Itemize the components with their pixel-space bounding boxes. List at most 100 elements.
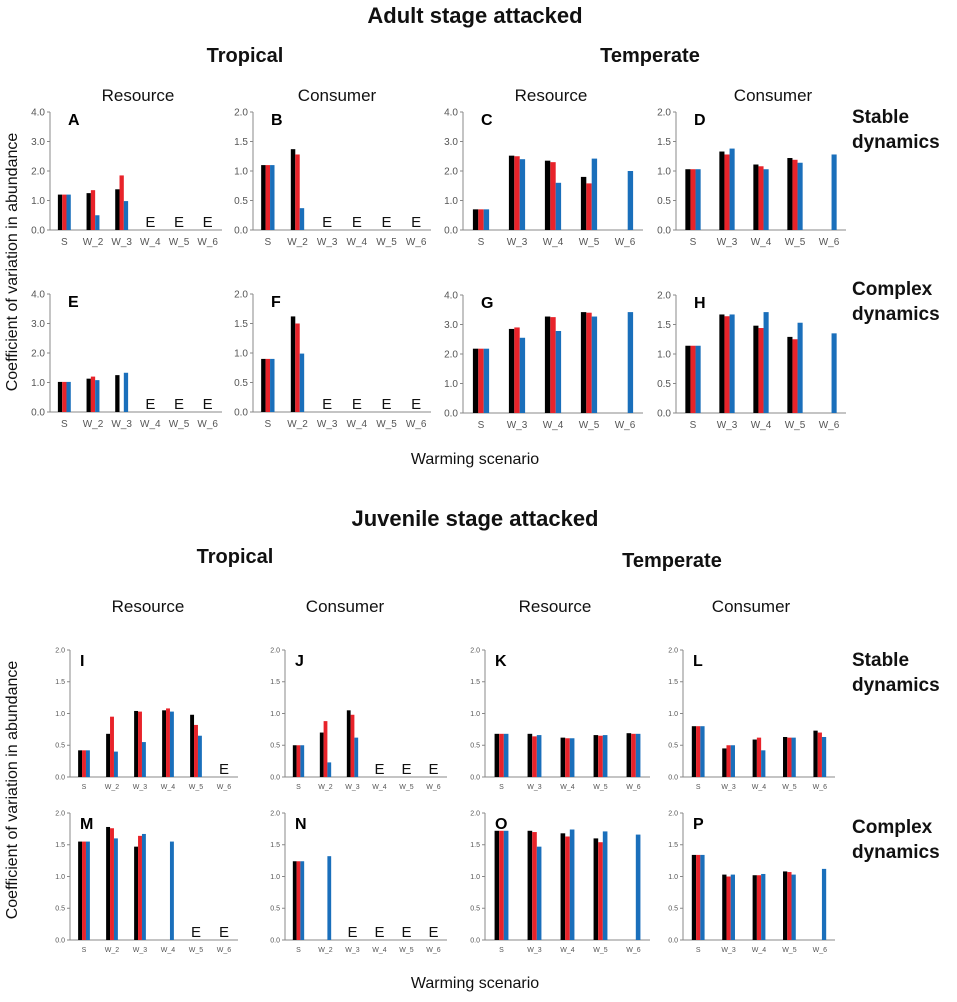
bar-red-s <box>478 348 484 413</box>
bar-black-w5 <box>580 176 587 230</box>
bar-blue-s <box>503 733 509 777</box>
bar-blue-w5 <box>791 874 796 940</box>
extinct-marker: E <box>203 396 213 413</box>
x-tick-label: W_5 <box>189 947 204 954</box>
chart-panel-a: 0.0 1.0 2.0 3.0 4.0 A S W_2 W_3 E W_4 E W_5 E W_6 <box>31 108 222 248</box>
y-tick-label: 1.5 <box>234 319 248 330</box>
dynamics-word-stable-juvenile: dynamics <box>852 675 940 696</box>
x-tick-label: W_3 <box>317 419 338 430</box>
y-tick-label: 1.0 <box>668 874 678 881</box>
panel-letter: J <box>295 653 304 670</box>
bar-blue-w5 <box>591 316 598 413</box>
bar-black-s <box>261 358 266 412</box>
y-tick-label: 0.5 <box>470 743 480 750</box>
panel-letter: F <box>271 294 281 311</box>
x-tick-label: W_2 <box>105 784 120 791</box>
bar-black-w5 <box>783 871 788 940</box>
panel-letter: P <box>693 816 704 833</box>
bar-blue-w3 <box>729 314 735 413</box>
x-tick-label: W_3 <box>527 784 542 791</box>
bar-blue-w2 <box>95 380 100 412</box>
bar-blue-w3 <box>123 372 129 412</box>
bar-red-w2 <box>110 716 114 777</box>
extinct-marker: E <box>145 396 155 413</box>
y-tick-label: 1.0 <box>470 874 480 881</box>
x-tick-label: W_4 <box>347 237 368 248</box>
x-tick-label: W_3 <box>317 237 338 248</box>
extinct-marker: E <box>322 214 332 231</box>
y-tick-label: 2.0 <box>668 810 678 817</box>
bar-black-w4 <box>753 325 759 413</box>
bar-red-w5 <box>194 724 198 777</box>
bar-red-w5 <box>598 735 603 777</box>
bar-red-w3 <box>138 835 142 940</box>
x-tick-label: W_2 <box>287 419 308 430</box>
x-tick-label: W_2 <box>318 947 333 954</box>
bar-blue-s <box>700 854 705 940</box>
y-tick-label: 4.0 <box>31 290 45 301</box>
x-tick-label: W_3 <box>111 237 132 248</box>
bar-black-w5 <box>787 336 793 413</box>
y-tick-label: 1.5 <box>657 137 671 148</box>
y-tick-label: 1.0 <box>470 711 480 718</box>
bar-blue-w4 <box>763 169 769 230</box>
x-tick-label: S <box>696 784 701 791</box>
x-tick-label: W_6 <box>217 784 232 791</box>
bar-blue-w3 <box>354 737 359 777</box>
y-tick-label: 1.0 <box>234 167 248 178</box>
label-stable-dynamics-adult: Stable dynamics <box>852 105 940 155</box>
x-tick-label: W_5 <box>782 947 797 954</box>
x-tick-label: W_5 <box>399 784 414 791</box>
chart-panel-l: 0.0 0.5 1.0 1.5 2.0 L S W_3 W_4 W_5 W_6 <box>668 647 835 791</box>
bar-red-w4 <box>565 738 570 777</box>
y-axis-label-juvenile: Coefficient of variation in abundance <box>4 660 21 920</box>
x-tick-label: W_5 <box>399 947 414 954</box>
bar-blue-w4 <box>169 841 174 940</box>
y-tick-label: 2.0 <box>657 108 671 119</box>
bar-black-w3 <box>527 830 533 940</box>
section-title-adult: Adult stage attacked <box>367 3 583 28</box>
y-tick-label: 2.0 <box>444 167 458 178</box>
x-tick-label: W_3 <box>345 784 360 791</box>
complex-word-juvenile: Complex <box>852 817 933 838</box>
bar-red-w4 <box>758 328 764 413</box>
bar-blue-s <box>695 345 701 413</box>
panel-letter: B <box>271 112 283 129</box>
bar-black-s <box>57 381 63 412</box>
extinct-marker: E <box>381 396 391 413</box>
bar-blue-w6 <box>635 834 641 940</box>
y-tick-label: 1.5 <box>55 679 65 686</box>
y-tick-label: 2.0 <box>55 810 65 817</box>
bar-blue-s <box>700 726 705 777</box>
y-tick-label: 1.5 <box>270 679 280 686</box>
stable-word-adult: Stable <box>852 107 910 128</box>
extinct-marker: E <box>381 214 391 231</box>
x-tick-label: W_4 <box>543 237 564 248</box>
chart-panel-k: 0.0 0.5 1.0 1.5 2.0 K S W_3 W_4 W_5 W_6 <box>470 647 650 791</box>
x-tick-label: S <box>499 784 504 791</box>
bar-black-w3 <box>722 748 727 777</box>
y-tick-label: 1.5 <box>55 842 65 849</box>
bar-black-w3 <box>346 710 351 777</box>
extinct-marker: E <box>374 761 384 778</box>
bar-blue-w4 <box>761 873 766 940</box>
x-tick-label: W_6 <box>813 784 828 791</box>
bar-blue-w2 <box>113 838 118 940</box>
x-tick-label: W_6 <box>615 237 636 248</box>
bar-black-w4 <box>560 737 566 777</box>
bar-red-w3 <box>532 832 537 940</box>
y-tick-label: 1.0 <box>444 196 458 207</box>
x-tick-label: W_5 <box>785 420 806 431</box>
x-tick-label: W_4 <box>752 784 767 791</box>
bar-blue-s <box>66 194 71 230</box>
x-tick-label: W_6 <box>626 784 641 791</box>
x-tick-label: W_3 <box>721 784 736 791</box>
bar-blue-w2 <box>327 762 332 777</box>
bar-blue-w3 <box>123 201 129 230</box>
x-tick-label: W_5 <box>579 237 600 248</box>
bar-red-s <box>265 165 271 230</box>
x-tick-label: S <box>296 784 301 791</box>
y-tick-label: 1.0 <box>31 196 45 207</box>
chart-panel-b: 0.0 0.5 1.0 1.5 2.0 B S W_2 E W_3 E W_4 E W_5 E W_6 <box>234 108 431 248</box>
x-axis-label-juvenile: Warming scenario <box>410 975 540 992</box>
